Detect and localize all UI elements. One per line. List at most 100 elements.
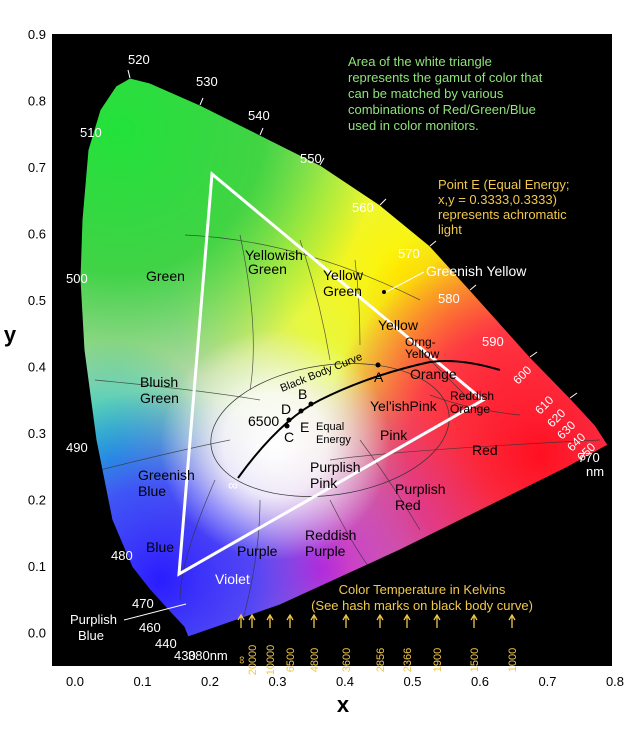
temperature-label: 1500 (469, 648, 481, 672)
point-e-note: Point E (Equal Energy; (438, 177, 570, 192)
region-label-orange: Orange (410, 366, 457, 382)
leader-lines (123, 271, 425, 621)
wavelength-label: 510 (80, 125, 102, 140)
wavelength-label: 480 (111, 548, 133, 563)
region-label-reddish_purple_2: Purple (305, 543, 346, 559)
color-temp-note: Color Temperature in Kelvins (339, 582, 506, 597)
wavelength-ticks (127, 69, 578, 399)
wavelength-label: 550 (300, 151, 322, 166)
temp-arrow-icon (310, 613, 318, 628)
region-label-greenish-yellow: Greenish Yellow (426, 263, 527, 279)
wavelength-label: 530 (196, 74, 218, 89)
point-label-c: C (284, 429, 294, 445)
temp-arrow-icon (342, 613, 350, 628)
region-label-green: Green (146, 268, 185, 284)
temperature-label: 1900 (432, 648, 444, 672)
temp-arrow-icon (237, 613, 245, 628)
point-label-b: B (298, 386, 307, 402)
y-tick-label: 0.8 (28, 94, 46, 109)
infinity-label: ∞ (228, 477, 238, 493)
temperature-label: ∞ (236, 656, 248, 664)
y-tick-label: 0.9 (28, 27, 46, 42)
wavelength-label: nm (586, 464, 604, 479)
y-tick-label: 0.4 (28, 360, 46, 375)
temperature-label: 20000 (247, 645, 259, 676)
point-label-a: A (374, 369, 384, 385)
x-tick-label: 0.6 (471, 674, 489, 689)
x-tick-label: 0.1 (133, 674, 151, 689)
region-label-greenish_blue_2: Blue (138, 483, 166, 499)
temp-arrow-icon (376, 613, 384, 628)
temperature-label: 10000 (265, 645, 277, 676)
point-e-note: represents achromatic (438, 207, 567, 222)
temperature-label: 4800 (309, 648, 321, 672)
y-tick-label: 0.2 (28, 493, 46, 508)
x-tick-label: 0.7 (538, 674, 556, 689)
region-label-purplish_red_1: Purplish (395, 481, 446, 497)
y-tick-label: 0.7 (28, 160, 46, 175)
temp-arrow-icon (403, 613, 411, 628)
wavelength-label: 570 (398, 246, 420, 261)
gamut-note: combinations of Red/Green/Blue (348, 102, 536, 117)
region-label-orng_yellow_1: Orng- (405, 335, 436, 349)
wavelength-label: 500 (66, 271, 88, 286)
region-label-bluish_green_1: Bluish (140, 374, 178, 390)
curve-points (284, 290, 386, 429)
x-axis: 0.0 0.1 0.2 0.3 0.4 0.5 0.6 0.7 0.8 x (66, 674, 624, 717)
region-label-purplish_red_2: Red (395, 497, 421, 513)
wavelength-label: 590 (482, 334, 504, 349)
temperature-label: 3600 (341, 648, 353, 672)
temp-arrow-icon (508, 613, 516, 628)
point-label-d: D (281, 401, 291, 417)
wavelength-label: 560 (352, 200, 374, 215)
y-axis-title: y (4, 322, 17, 347)
x-tick-label: 0.5 (403, 674, 421, 689)
temp-arrow-icon (433, 613, 441, 628)
gamut-triangle (177, 170, 486, 577)
temperature-label: 6500 (285, 648, 297, 672)
x-tick-label: 0.0 (66, 674, 84, 689)
temp-arrow-icon (470, 613, 478, 628)
region-label-purplish_pink_2: Pink (310, 475, 338, 491)
y-tick-label: 0.6 (28, 227, 46, 242)
x-axis-title: x (337, 692, 350, 717)
temperature-label: 2366 (402, 648, 414, 672)
temp-arrow-icon (266, 613, 274, 628)
region-label-purplish-blue: Purplish (70, 612, 117, 627)
region-label-yelish_pink: Yel'ishPink (370, 398, 438, 414)
region-label-reddish_orange_1: Reddish (450, 389, 494, 403)
region-label-reddish_orange_2: Orange (450, 402, 490, 416)
y-tick-label: 0.3 (28, 426, 46, 441)
y-tick-label: 0.0 (28, 626, 46, 641)
y-axis: 0.9 0.8 0.7 0.6 0.5 0.4 0.3 0.2 0.1 0.0 y (4, 27, 46, 641)
region-label-purplish-blue: Blue (78, 628, 104, 643)
region-label-yellowish_green_2: Green (248, 261, 287, 277)
wavelength-label: 490 (66, 440, 88, 455)
black-body-curve (237, 360, 501, 479)
x-tick-label: 0.8 (606, 674, 624, 689)
y-tick-label: 0.5 (28, 293, 46, 308)
region-label-violet: Violet (215, 571, 250, 587)
temp-arrow-icon (248, 613, 256, 628)
region-label-reddish_purple_1: Reddish (305, 527, 356, 543)
point-e-note: light (438, 222, 462, 237)
region-label-blue: Blue (146, 539, 174, 555)
wavelength-label: 430 (174, 648, 196, 663)
region-label-yellowish_green_1: Yellowish (245, 247, 303, 263)
region-label-greenish_blue_1: Greenish (138, 467, 195, 483)
wavelength-label: 460 (139, 620, 161, 635)
equal-energy-label: Energy (316, 434, 351, 446)
point-e-note: x,y = 0.3333,0.3333) (438, 192, 557, 207)
wavelength-label: 440 (155, 636, 177, 651)
color-temp-note: (See hash marks on black body curve) (311, 598, 533, 613)
gamut-note: can be matched by various (348, 86, 504, 101)
region-label-yellow: Yellow (378, 317, 419, 333)
x-tick-label: 0.4 (336, 674, 354, 689)
temp-arrow-icon (286, 613, 294, 628)
wavelength-label: 770 (578, 450, 600, 465)
region-label-yellow_green_2: Green (323, 283, 362, 299)
point-label-e: E (300, 419, 309, 435)
region-label-orng_yellow_2: Yellow (405, 347, 440, 361)
x-tick-label: 0.3 (268, 674, 286, 689)
